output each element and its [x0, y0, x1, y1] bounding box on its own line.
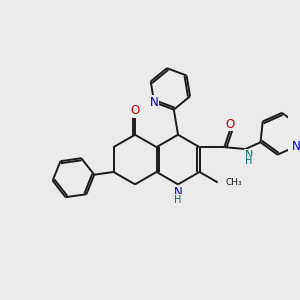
Text: N: N — [245, 150, 254, 160]
Text: H: H — [174, 195, 182, 205]
Text: N: N — [292, 140, 300, 153]
Text: H: H — [245, 157, 253, 166]
Text: CH₃: CH₃ — [225, 178, 242, 187]
Text: O: O — [130, 104, 140, 117]
Text: N: N — [174, 187, 182, 200]
Text: O: O — [225, 118, 235, 131]
Text: N: N — [150, 96, 158, 109]
